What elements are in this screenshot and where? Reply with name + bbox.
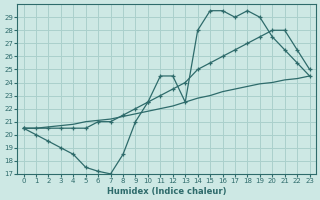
X-axis label: Humidex (Indice chaleur): Humidex (Indice chaleur) xyxy=(107,187,226,196)
